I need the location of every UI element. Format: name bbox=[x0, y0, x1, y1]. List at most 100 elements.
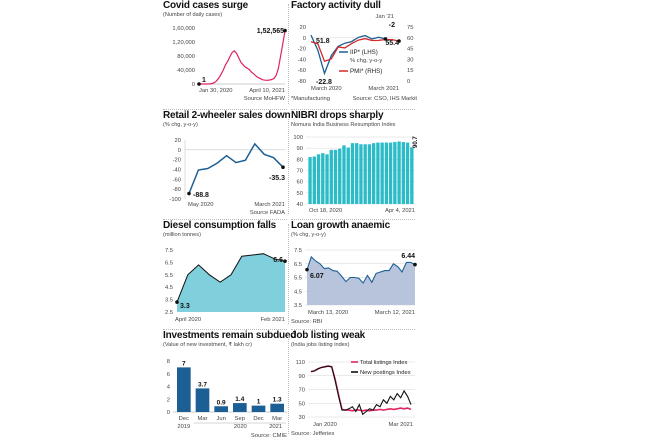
chart-subtitle: (million tonnes) bbox=[163, 232, 201, 238]
bar bbox=[346, 147, 350, 204]
covid-chart: 0 40,000 80,000 1,20,000 1,60,000 1 1,52,565 Ja… bbox=[172, 26, 287, 102]
data-point-marker bbox=[283, 259, 287, 263]
data-label: -22.8 bbox=[316, 79, 332, 86]
panel-diesel: 2.5 3.5 4.5 5.5 6.5 7.5 3.3 6.6 April 2020 Feb 20… bbox=[163, 220, 291, 328]
y-tick-label: 5.5 bbox=[294, 276, 302, 282]
bar-value-label: 0.9 bbox=[217, 399, 226, 406]
divider bbox=[288, 114, 289, 214]
divider bbox=[291, 109, 415, 110]
bar-value-label: 3.7 bbox=[198, 381, 207, 388]
y-tick-label: 2 bbox=[167, 397, 170, 403]
x-tick-label: Dec bbox=[253, 416, 263, 422]
bar bbox=[397, 141, 401, 204]
y-tick-label: -80 bbox=[173, 187, 181, 193]
retail-chart: -100 -80 -60 -40 -20 0 20 -88.8 -35.3 May 2020 Mar… bbox=[169, 138, 285, 216]
legend-label: PMI* (RHS) bbox=[350, 68, 382, 75]
footnote: *Manufacturing bbox=[291, 96, 330, 102]
y-tick-label: 90 bbox=[299, 374, 305, 380]
x-tick-label: Dec bbox=[179, 416, 189, 422]
y-tick-label: 0 bbox=[178, 148, 181, 154]
bar bbox=[376, 142, 380, 204]
data-label: -2 bbox=[389, 22, 395, 29]
bar bbox=[380, 142, 384, 204]
divider bbox=[163, 329, 287, 330]
bar bbox=[325, 154, 329, 204]
data-label: 6.07 bbox=[310, 273, 324, 280]
source-note: Source MoHFW bbox=[244, 96, 286, 102]
nibri-chart: 40 50 60 70 80 90 100 90.7 Oct 18, 2020 Apr 4, 20… bbox=[293, 135, 419, 214]
y-tick-label: 40 bbox=[297, 202, 303, 208]
x-tick-label: Feb 2021 bbox=[261, 317, 286, 323]
x-tick-label: Mar bbox=[198, 416, 208, 422]
bar-value-label: 1 bbox=[257, 399, 261, 406]
panel-loan-growth: 3.5 4.5 5.5 6.5 7.5 6.07 6.44 March 13, 2020 Mar… bbox=[291, 220, 419, 328]
y-tick-label: 6.5 bbox=[165, 260, 173, 266]
bar bbox=[214, 406, 228, 412]
y-tick-label: 7.5 bbox=[165, 248, 173, 254]
series-line bbox=[199, 30, 286, 85]
y-tick-label: 40,000 bbox=[177, 68, 195, 74]
divider bbox=[291, 219, 415, 220]
y-tick-label: 4 bbox=[167, 385, 171, 391]
legend-label: Total listings Index bbox=[360, 360, 407, 366]
series-line-iip bbox=[310, 34, 386, 76]
bar bbox=[270, 403, 284, 412]
y-tick-label: 20 bbox=[300, 25, 306, 31]
panel-covid-cases: 0 40,000 80,000 1,20,000 1,60,000 1 1,52,565 Ja… bbox=[163, 0, 291, 108]
y-tick-label: 60 bbox=[407, 36, 413, 42]
y-tick-label: 8 bbox=[167, 359, 170, 365]
legend-note: % chg, y-o-y bbox=[350, 58, 382, 64]
bar bbox=[329, 149, 333, 204]
area-fill bbox=[177, 253, 285, 312]
data-label: -35.3 bbox=[269, 175, 285, 182]
data-label: 1,52,565 bbox=[257, 28, 284, 35]
bar bbox=[195, 388, 210, 412]
data-label: 3.3 bbox=[180, 303, 190, 310]
x-tick-label: Jan 2020 bbox=[313, 422, 337, 428]
chart-subtitle: Nomura India Business Resumption Index bbox=[291, 122, 396, 128]
y-tick-label: 110 bbox=[296, 360, 305, 366]
source-note: Source: Jefferies bbox=[291, 431, 334, 437]
bar bbox=[350, 143, 355, 204]
divider bbox=[163, 219, 287, 220]
chart-title: Diesel consumption falls bbox=[163, 220, 277, 231]
year-label: 2020 bbox=[234, 424, 247, 430]
chart-subtitle: (India jobs listing index) bbox=[291, 342, 350, 348]
panel-nibri: 40 50 60 70 80 90 100 90.7 Oct 18, 2020 Apr 4, 20… bbox=[291, 110, 419, 218]
bar bbox=[321, 153, 325, 204]
data-point-marker bbox=[305, 267, 309, 272]
x-tick-label: March 2020 bbox=[311, 86, 342, 92]
y-tick-label: 3.5 bbox=[165, 298, 173, 304]
series-line bbox=[176, 253, 286, 303]
x-tick-label: March 2021 bbox=[368, 86, 399, 92]
y-tick-label: -40 bbox=[298, 57, 306, 63]
y-tick-label: -100 bbox=[169, 197, 181, 203]
x-tick-label: March 13, 2020 bbox=[308, 310, 348, 316]
bar-value-label: 1.4 bbox=[235, 396, 244, 403]
diesel-chart: 2.5 3.5 4.5 5.5 6.5 7.5 3.3 6.6 April 2020 Feb 20… bbox=[165, 248, 287, 323]
data-label: Jan '21 bbox=[375, 14, 394, 20]
source-note: Source: RBI bbox=[291, 319, 323, 325]
panel-retail-2wheeler: -100 -80 -60 -40 -20 0 20 -88.8 -35.3 May 2020 Mar… bbox=[163, 110, 291, 218]
bar bbox=[410, 147, 414, 204]
bar bbox=[384, 142, 389, 204]
source-note: Source: CSO, IHS Markit bbox=[353, 96, 418, 102]
x-tick-label: May 2020 bbox=[188, 202, 213, 208]
bar-value-label: 1.3 bbox=[273, 397, 282, 404]
data-label: 55.4 bbox=[385, 40, 399, 47]
y-tick-label: 0 bbox=[167, 410, 170, 416]
bar bbox=[401, 142, 406, 204]
source-note: Source FADA bbox=[250, 210, 285, 216]
chart-title: Investments remain subdued bbox=[163, 330, 297, 341]
y-tick-label: 60 bbox=[297, 180, 303, 186]
y-tick-label: 80 bbox=[297, 157, 303, 163]
data-point-marker bbox=[175, 300, 179, 304]
y-tick-label: 0 bbox=[192, 82, 195, 88]
y-tick-label: 100 bbox=[293, 135, 303, 141]
y-tick-label: 1,60,000 bbox=[172, 26, 195, 32]
bar bbox=[308, 157, 312, 204]
chart-subtitle: (% chg, y-o-y) bbox=[163, 122, 198, 128]
x-tick-label: April 10, 2021 bbox=[249, 88, 285, 94]
legend-label: IIP* (LHS) bbox=[350, 49, 378, 56]
y-tick-label: -60 bbox=[298, 68, 306, 74]
